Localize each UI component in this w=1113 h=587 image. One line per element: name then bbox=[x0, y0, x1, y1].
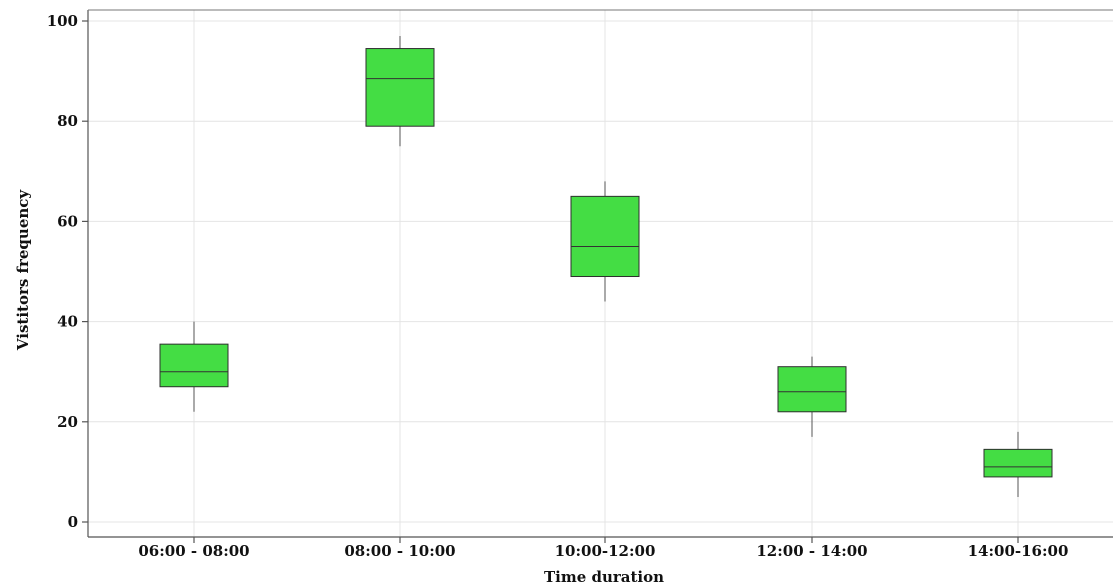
y-tick-label: 60 bbox=[57, 212, 78, 230]
y-tick-label: 80 bbox=[57, 112, 78, 130]
y-tick-label: 40 bbox=[57, 313, 78, 331]
box-3 bbox=[570, 181, 640, 302]
x-tick-label: 12:00 - 14:00 bbox=[756, 542, 867, 560]
box-2 bbox=[365, 36, 435, 147]
x-axis-title: Time duration bbox=[544, 568, 664, 586]
y-tick-label: 20 bbox=[57, 413, 78, 431]
iqr-box bbox=[159, 343, 229, 388]
y-tick-label: 0 bbox=[68, 513, 78, 531]
axes bbox=[82, 9, 1113, 543]
grid-lines bbox=[88, 10, 1113, 537]
iqr-box bbox=[777, 366, 847, 413]
x-tick-label: 08:00 - 10:00 bbox=[344, 542, 455, 560]
box-5 bbox=[983, 431, 1053, 497]
box-1 bbox=[159, 321, 229, 412]
tick-labels: 0 20 40 60 80 100 06:00 - 08:00 08:00 - 10:00 10… bbox=[47, 12, 1069, 560]
box-4 bbox=[777, 356, 847, 437]
iqr-box bbox=[570, 195, 640, 278]
x-tick-label: 06:00 - 08:00 bbox=[138, 542, 249, 560]
x-tick-label: 14:00-16:00 bbox=[968, 542, 1069, 560]
y-axis-title: Vistitors frequency bbox=[14, 189, 32, 352]
iqr-box bbox=[983, 448, 1053, 478]
x-tick-label: 10:00-12:00 bbox=[555, 542, 656, 560]
boxes bbox=[159, 36, 1053, 497]
iqr-box bbox=[365, 48, 435, 127]
y-tick-label: 100 bbox=[47, 12, 78, 30]
